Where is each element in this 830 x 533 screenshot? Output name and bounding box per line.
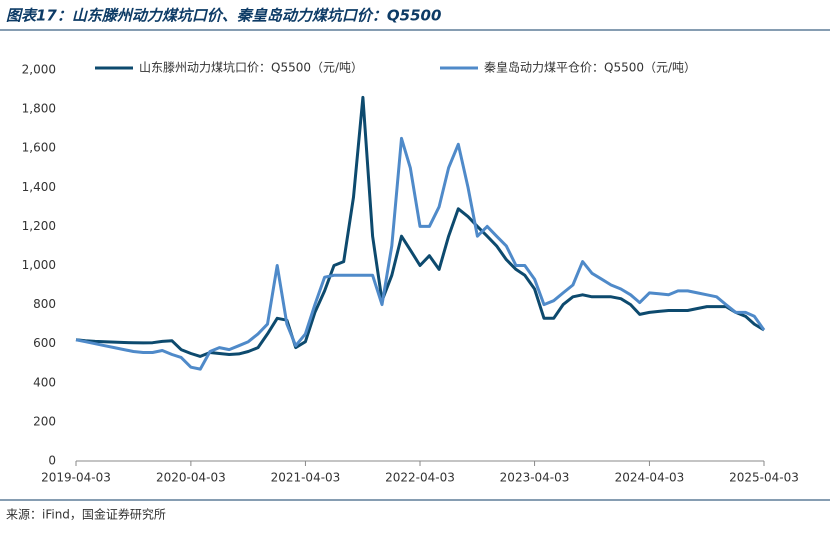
y-tick-label: 1,800 (22, 102, 56, 116)
x-tick-label: 2023-04-03 (500, 471, 570, 485)
x-tick-label: 2021-04-03 (271, 471, 341, 485)
y-tick-label: 400 (33, 375, 56, 389)
x-tick-label: 2024-04-03 (615, 471, 685, 485)
y-tick-label: 600 (33, 336, 56, 350)
legend-label: 山东滕州动力煤坑口价：Q5500（元/吨） (139, 60, 363, 75)
y-tick-label: 2,000 (22, 63, 56, 77)
y-tick-label: 800 (33, 297, 56, 311)
y-tick-label: 1,400 (22, 180, 56, 194)
legend-label: 秦皇岛动力煤平仓价：Q5500（元/吨） (484, 60, 696, 75)
x-tick-label: 2019-04-03 (41, 471, 111, 485)
x-tick-label: 2020-04-03 (156, 471, 226, 485)
source: 来源：iFind，国金证券研究所 (6, 507, 166, 522)
y-tick-label: 200 (33, 414, 56, 428)
series-line (75, 136, 766, 371)
y-tick-label: 0 (48, 454, 56, 468)
y-tick-label: 1,600 (22, 141, 56, 155)
series-line (75, 95, 765, 358)
x-tick-label: 2025-04-03 (729, 471, 799, 485)
chart-title: 图表17：山东滕州动力煤坑口价、秦皇岛动力煤坑口价：Q5500 (6, 7, 441, 25)
x-tick-label: 2022-04-03 (385, 471, 455, 485)
y-tick-label: 1,200 (22, 219, 56, 233)
y-tick-label: 1,000 (22, 258, 56, 272)
